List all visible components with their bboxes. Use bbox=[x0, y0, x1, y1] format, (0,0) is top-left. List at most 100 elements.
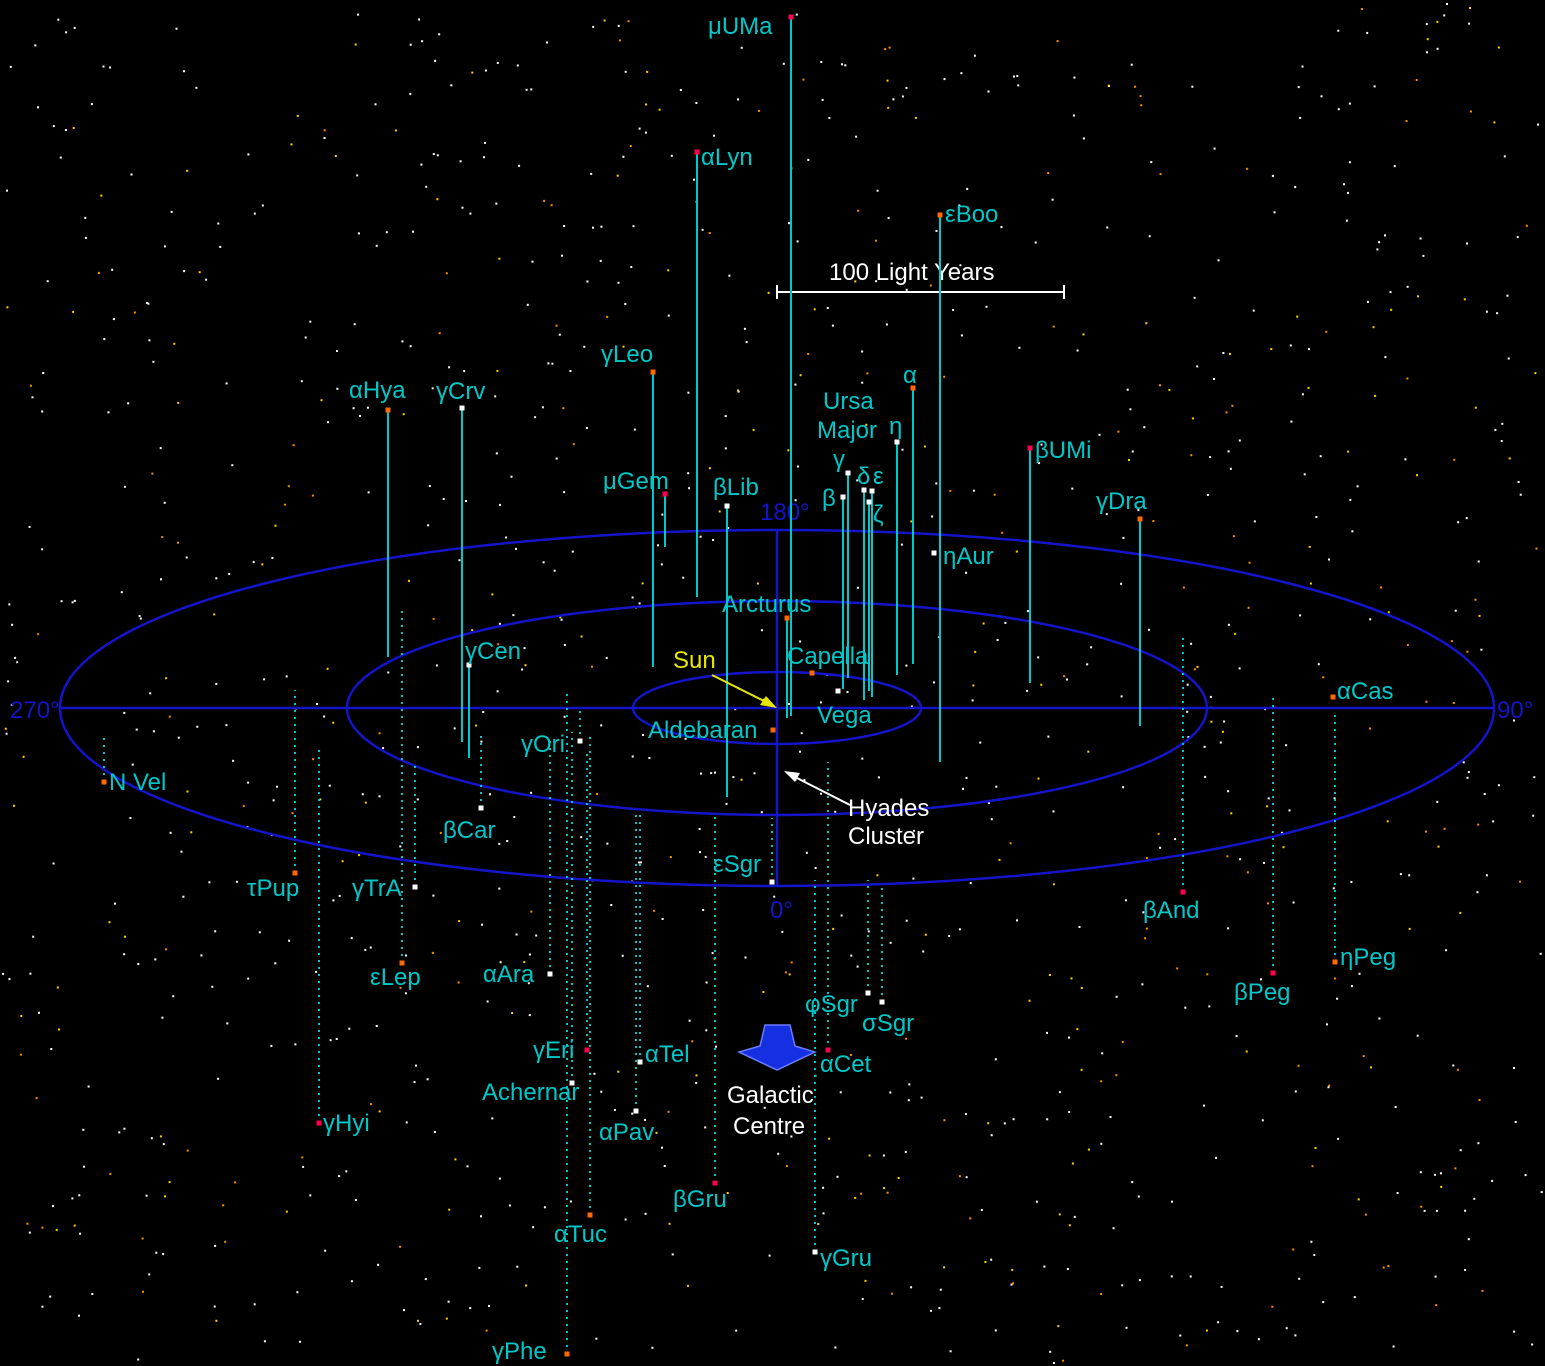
background-star bbox=[271, 557, 274, 559]
background-star bbox=[663, 1165, 666, 1167]
background-star bbox=[78, 1194, 81, 1197]
background-star bbox=[755, 30, 758, 32]
background-star bbox=[1408, 874, 1411, 877]
background-star bbox=[910, 705, 913, 708]
star-label: εBoo bbox=[945, 201, 998, 228]
background-star bbox=[1009, 842, 1012, 845]
background-star bbox=[633, 428, 636, 431]
background-star bbox=[168, 715, 171, 718]
background-star bbox=[561, 254, 563, 257]
background-star bbox=[1046, 1031, 1048, 1034]
background-star bbox=[985, 305, 988, 308]
background-star bbox=[285, 1210, 288, 1213]
background-star bbox=[826, 307, 829, 309]
background-star bbox=[796, 465, 799, 468]
background-star bbox=[803, 778, 806, 781]
background-star bbox=[905, 86, 908, 89]
background-star bbox=[311, 494, 314, 497]
background-star bbox=[1186, 710, 1189, 713]
star-label: γGru bbox=[820, 1245, 872, 1272]
background-star bbox=[334, 155, 337, 157]
background-star bbox=[585, 427, 588, 429]
background-star bbox=[1138, 1279, 1141, 1282]
background-star bbox=[1106, 226, 1109, 229]
background-star bbox=[704, 855, 707, 858]
background-star bbox=[744, 956, 747, 959]
background-star bbox=[790, 1135, 793, 1138]
background-star bbox=[22, 755, 25, 758]
degree-0-label: 0° bbox=[770, 897, 793, 924]
background-star bbox=[994, 1058, 997, 1061]
background-star bbox=[1034, 241, 1037, 244]
background-star bbox=[10, 703, 13, 706]
background-star bbox=[447, 1300, 450, 1303]
background-star bbox=[1519, 493, 1522, 496]
background-star bbox=[491, 593, 494, 596]
background-star bbox=[409, 43, 412, 46]
background-star bbox=[326, 667, 329, 670]
background-star bbox=[41, 1226, 44, 1229]
background-star bbox=[247, 781, 250, 784]
background-star bbox=[1337, 1137, 1340, 1140]
background-star bbox=[1436, 47, 1439, 50]
background-star bbox=[563, 644, 566, 646]
background-star bbox=[79, 1232, 82, 1235]
star-marker bbox=[788, 14, 794, 20]
background-star bbox=[1463, 298, 1466, 301]
background-star bbox=[1171, 1200, 1173, 1203]
background-star bbox=[1182, 586, 1185, 589]
background-star bbox=[929, 284, 932, 287]
background-star bbox=[856, 965, 859, 968]
background-star bbox=[369, 946, 372, 949]
background-star bbox=[1229, 467, 1232, 470]
background-star bbox=[973, 54, 976, 57]
background-star bbox=[965, 776, 968, 779]
background-star bbox=[641, 582, 644, 585]
background-star bbox=[215, 682, 218, 685]
background-star bbox=[644, 1212, 647, 1215]
background-star bbox=[1501, 422, 1504, 425]
background-star bbox=[1015, 550, 1018, 553]
star-label: δ bbox=[857, 463, 870, 490]
background-star bbox=[291, 812, 294, 815]
background-star bbox=[1513, 719, 1515, 722]
background-star bbox=[1533, 776, 1536, 779]
background-star bbox=[416, 798, 419, 801]
background-star bbox=[653, 909, 656, 912]
background-star bbox=[1470, 110, 1472, 113]
background-star bbox=[292, 444, 295, 447]
background-star bbox=[336, 350, 338, 352]
background-star bbox=[412, 230, 414, 233]
background-star bbox=[972, 489, 975, 492]
background-star bbox=[836, 1175, 839, 1178]
background-star bbox=[1296, 315, 1299, 318]
background-star bbox=[482, 711, 485, 713]
background-star bbox=[987, 801, 990, 804]
star-label: Achernar bbox=[482, 1079, 579, 1106]
background-star bbox=[463, 370, 466, 373]
background-star bbox=[912, 877, 915, 880]
star-marker bbox=[840, 494, 846, 500]
star-marker bbox=[879, 999, 885, 1005]
background-star bbox=[486, 1000, 489, 1003]
background-star bbox=[148, 339, 151, 342]
background-star bbox=[1378, 241, 1381, 244]
star-label: ε bbox=[873, 463, 884, 490]
background-star bbox=[687, 472, 690, 475]
background-star bbox=[84, 216, 87, 219]
background-star bbox=[708, 232, 711, 234]
background-star bbox=[498, 622, 501, 625]
background-star bbox=[6, 189, 8, 192]
background-star bbox=[496, 369, 499, 372]
background-star bbox=[445, 1317, 448, 1320]
background-star bbox=[1122, 536, 1125, 539]
background-star bbox=[1289, 344, 1292, 347]
background-star bbox=[1217, 259, 1220, 262]
background-star bbox=[943, 1119, 946, 1122]
background-star bbox=[688, 1019, 691, 1022]
star-marker bbox=[587, 1212, 593, 1218]
background-star bbox=[1205, 1329, 1208, 1332]
background-star bbox=[214, 1244, 217, 1247]
background-star bbox=[1443, 14, 1446, 17]
background-star bbox=[1517, 481, 1520, 483]
